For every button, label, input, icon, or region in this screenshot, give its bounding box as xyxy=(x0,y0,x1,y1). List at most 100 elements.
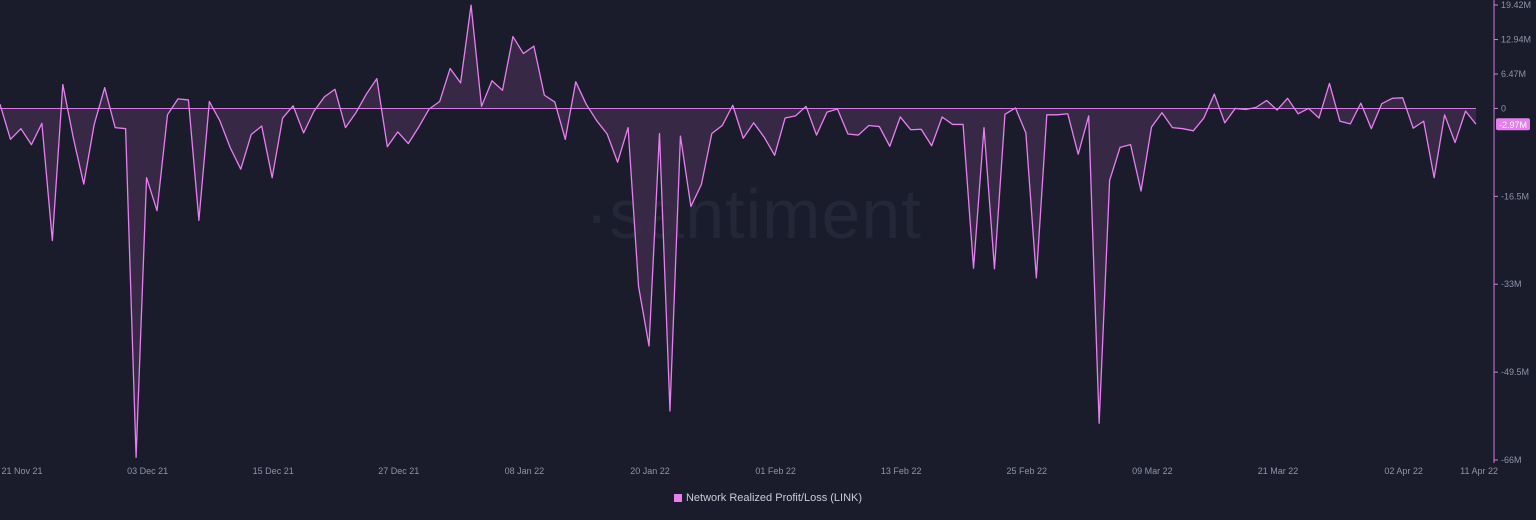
data-point xyxy=(324,96,326,98)
data-point xyxy=(742,137,744,139)
data-point xyxy=(596,120,598,122)
data-point xyxy=(52,240,54,242)
x-tick-label: 21 Nov 21 xyxy=(1,466,42,476)
data-point xyxy=(941,116,943,118)
data-point xyxy=(366,93,368,95)
data-point xyxy=(920,128,922,130)
data-point xyxy=(1402,97,1404,99)
data-point xyxy=(774,155,776,157)
data-point xyxy=(826,111,828,113)
data-point xyxy=(1371,128,1373,130)
data-point xyxy=(1329,83,1331,85)
x-axis: 21 Nov 21 03 Dec 21 15 Dec 21 27 Dec 21 08 J… xyxy=(1,466,1498,476)
data-point xyxy=(983,127,985,129)
data-point xyxy=(1255,107,1257,109)
data-point xyxy=(10,139,12,141)
data-point xyxy=(1151,126,1153,128)
data-point xyxy=(721,125,723,127)
data-point xyxy=(1391,98,1393,100)
data-point xyxy=(638,286,640,288)
data-point xyxy=(1444,114,1446,116)
data-point xyxy=(1172,127,1174,129)
y-tick-label: 0 xyxy=(1501,103,1506,113)
data-point xyxy=(156,210,158,212)
data-point xyxy=(701,184,703,186)
data-point xyxy=(1130,144,1132,146)
y-tick-label: 12.94M xyxy=(1501,35,1531,45)
data-point xyxy=(805,106,807,108)
data-point xyxy=(271,177,273,179)
data-point xyxy=(41,123,43,125)
data-point xyxy=(889,145,891,147)
data-point xyxy=(1056,114,1058,116)
data-point xyxy=(167,114,169,116)
data-point xyxy=(470,4,472,6)
data-point xyxy=(1433,177,1435,179)
y-tick-label: -33M xyxy=(1501,279,1522,289)
data-point xyxy=(428,108,430,110)
x-tick-label: 20 Jan 22 xyxy=(630,466,670,476)
data-point xyxy=(795,115,797,117)
x-tick-label: 15 Dec 21 xyxy=(253,466,294,476)
data-point xyxy=(261,125,263,127)
data-point xyxy=(585,103,587,105)
data-point xyxy=(355,112,357,114)
data-point xyxy=(1109,180,1111,182)
data-point xyxy=(146,177,148,179)
plot-area xyxy=(0,4,1477,458)
data-point xyxy=(1119,147,1121,149)
data-point xyxy=(1182,128,1184,130)
data-point xyxy=(1234,108,1236,110)
data-point xyxy=(1245,109,1247,111)
data-point xyxy=(1077,153,1079,155)
data-point xyxy=(1381,103,1383,105)
data-point xyxy=(1297,113,1299,115)
data-point xyxy=(104,87,106,89)
data-point xyxy=(648,345,650,347)
data-point xyxy=(31,144,33,146)
data-point xyxy=(523,53,525,55)
data-point xyxy=(387,146,389,148)
y-axis: 19.42M 12.94M 6.47M 0 -16.5M -33M -49.5M -66M -2… xyxy=(1493,0,1531,465)
data-point xyxy=(240,168,242,170)
data-point xyxy=(931,145,933,147)
data-point xyxy=(879,126,881,128)
data-point xyxy=(20,128,22,130)
data-point xyxy=(544,94,546,96)
data-point xyxy=(858,134,860,136)
y-tick-label: -16.5M xyxy=(1501,191,1529,201)
data-point xyxy=(1266,100,1268,102)
data-point xyxy=(899,116,901,118)
data-point xyxy=(1213,93,1215,95)
data-point xyxy=(502,90,504,92)
x-tick-label: 21 Mar 22 xyxy=(1258,466,1299,476)
data-point xyxy=(1423,120,1425,122)
data-point xyxy=(1287,98,1289,100)
data-point xyxy=(994,268,996,270)
legend-label: Network Realized Profit/Loss (LINK) xyxy=(685,492,863,504)
data-point xyxy=(784,117,786,119)
data-point xyxy=(1475,123,1477,125)
data-point xyxy=(449,68,451,70)
data-point xyxy=(1067,113,1069,115)
data-point xyxy=(250,134,252,136)
data-point xyxy=(575,81,577,83)
y-tick-label: 19.42M xyxy=(1501,0,1531,10)
data-point xyxy=(282,117,284,119)
data-point xyxy=(1098,422,1100,424)
data-point xyxy=(407,143,409,145)
data-point xyxy=(125,128,127,130)
data-point xyxy=(135,457,137,459)
data-point xyxy=(1161,112,1163,114)
data-point xyxy=(847,133,849,135)
data-point xyxy=(973,267,975,269)
data-point xyxy=(659,133,661,135)
data-point xyxy=(481,106,483,108)
data-point xyxy=(313,110,315,112)
chart-legend[interactable]: Network Realized Profit/Loss (LINK) xyxy=(0,492,1536,504)
data-point xyxy=(418,126,420,128)
data-point xyxy=(460,82,462,84)
data-point xyxy=(533,45,535,47)
data-point xyxy=(868,125,870,127)
